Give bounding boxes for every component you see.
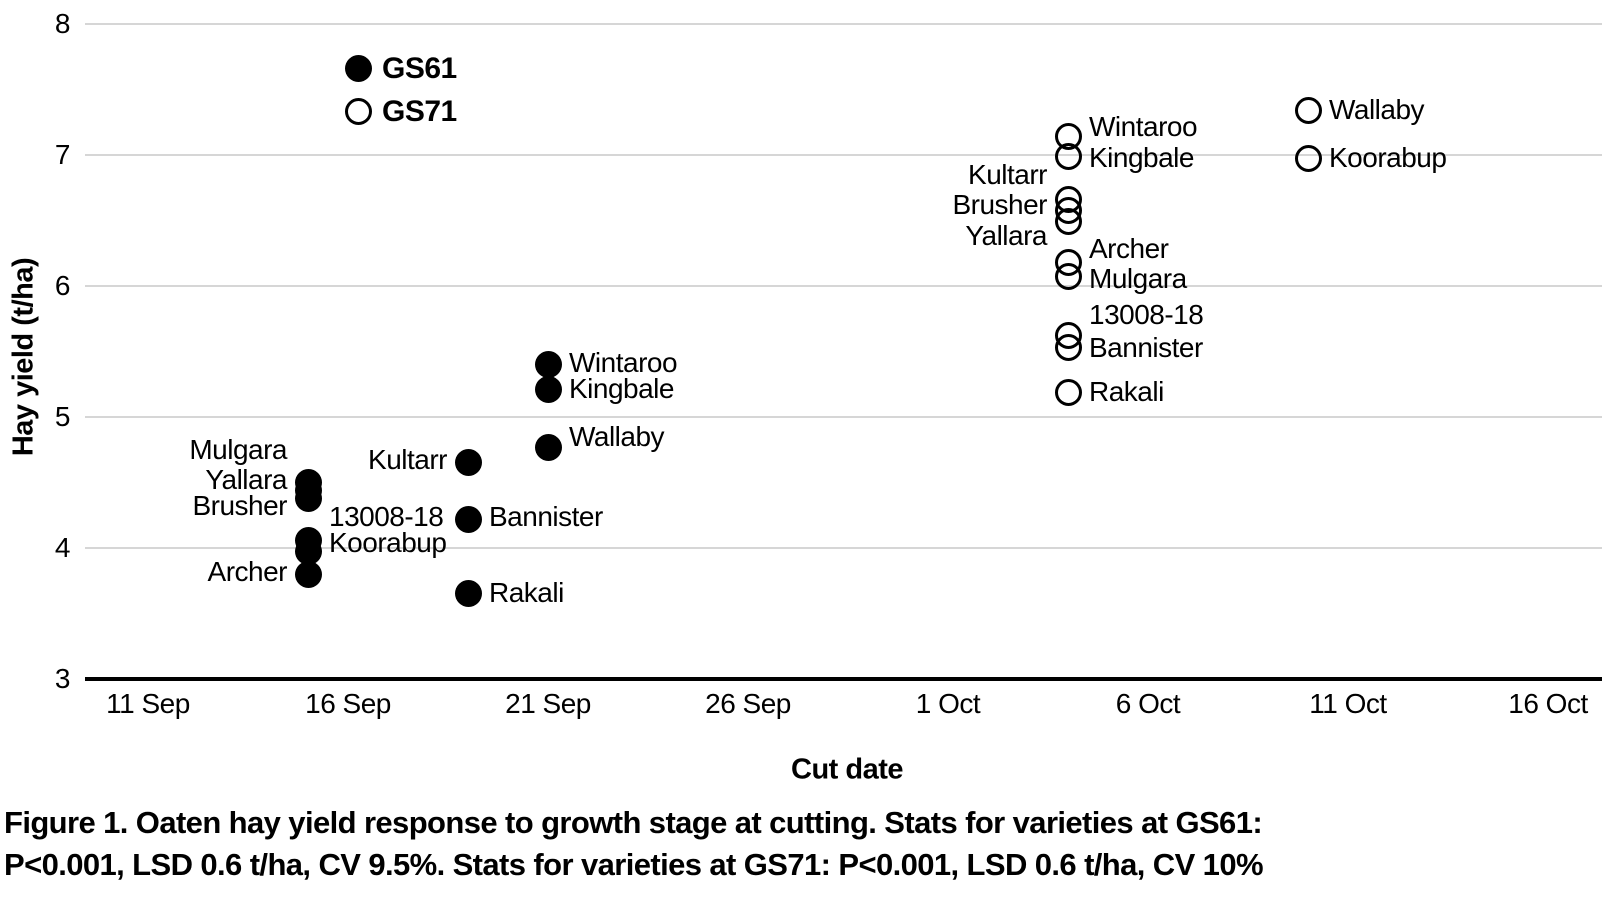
x-axis-title: Cut date <box>791 753 904 786</box>
data-point-label-gs71-wintaroo: Wintaroo <box>1089 111 1198 143</box>
data-point-label-gs61-kultarr: Kultarr <box>368 444 447 476</box>
x-tick-label-21-sep: 21 Sep <box>505 688 591 719</box>
x-tick-label-1-oct: 1 Oct <box>915 688 981 719</box>
caption-line-1: Figure 1. Oaten hay yield response to gr… <box>4 805 1263 840</box>
data-point-gs71-koorabup <box>1294 145 1322 173</box>
legend-marker-gs61 <box>344 55 372 83</box>
data-point-label-gs61-archer: Archer <box>207 555 288 587</box>
y-tick-label-6: 6 <box>54 270 71 301</box>
data-point-label-gs61-wintaroo: Wintaroo <box>569 347 678 379</box>
data-point-label-gs71-wallaby: Wallaby <box>1329 94 1425 126</box>
legend-label-gs71: GS71 <box>382 94 457 128</box>
y-tick-label-4: 4 <box>54 532 71 563</box>
data-point-gs61-kingbale <box>534 375 562 403</box>
data-point-label-gs71-kingbale: Kingbale <box>1089 141 1194 173</box>
y-tick-label-7: 7 <box>54 139 71 170</box>
data-point-gs61-rakali <box>454 580 482 608</box>
data-point-gs71-yallara <box>1054 208 1082 236</box>
data-point-label-gs61-bannister: Bannister <box>489 500 603 532</box>
data-point-label-gs61-brusher: Brusher <box>192 490 287 522</box>
data-point-gs61-wallaby <box>534 433 562 461</box>
legend-marker-gs71 <box>344 98 372 126</box>
data-point-label-gs71-archer: Archer <box>1089 233 1169 265</box>
data-point-gs61-wintaroo <box>534 351 562 379</box>
data-point-label-gs61-kingbale: Kingbale <box>569 373 674 405</box>
y-tick-label-5: 5 <box>54 401 71 432</box>
y-tick-label-8: 8 <box>54 8 71 39</box>
figure-caption: Figure 1. Oaten hay yield response to gr… <box>4 802 1604 886</box>
x-tick-label-11-oct: 11 Oct <box>1309 688 1387 719</box>
data-point-label-gs61-yallara: Yallara <box>205 463 287 495</box>
data-point-gs71-mulgara <box>1054 263 1082 291</box>
gridline-y-8 <box>85 23 1602 25</box>
data-point-label-gs71-koorabup: Koorabup <box>1329 141 1447 173</box>
data-point-label-gs71-bannister: Bannister <box>1089 331 1203 363</box>
data-point-label-gs71-13008-18: 13008-18 <box>1089 298 1204 330</box>
data-point-label-gs71-mulgara: Mulgara <box>1089 263 1187 295</box>
x-tick-label-11-sep: 11 Sep <box>106 688 190 719</box>
data-point-label-gs61-rakali: Rakali <box>489 576 564 608</box>
x-axis-line <box>85 677 1602 681</box>
caption-line-2: P<0.001, LSD 0.6 t/ha, CV 9.5%. Stats fo… <box>4 847 1264 882</box>
data-point-label-gs61-13008-18: 13008-18 <box>329 500 444 532</box>
data-point-label-gs61-mulgara: Mulgara <box>189 433 287 465</box>
gridline-y-4 <box>85 547 1602 549</box>
x-tick-label-16-oct: 16 Oct <box>1508 688 1588 719</box>
x-tick-label-26-sep: 26 Sep <box>705 688 791 719</box>
gridline-y-5 <box>85 416 1602 418</box>
data-point-gs71-bannister <box>1054 334 1082 362</box>
x-tick-label-6-oct: 6 Oct <box>1115 688 1181 719</box>
data-point-gs71-kingbale <box>1054 142 1082 170</box>
data-point-gs71-rakali <box>1054 378 1082 406</box>
data-point-label-gs71-brusher: Brusher <box>952 188 1047 220</box>
data-point-label-gs71-kultarr: Kultarr <box>968 158 1047 190</box>
legend-label-gs61: GS61 <box>382 51 457 85</box>
data-point-label-gs71-rakali: Rakali <box>1089 376 1164 408</box>
gridline-y-7 <box>85 154 1602 156</box>
data-point-gs61-kultarr <box>454 449 482 477</box>
data-point-label-gs61-koorabup: Koorabup <box>329 526 447 558</box>
data-point-label-gs71-yallara: Yallara <box>965 220 1047 252</box>
data-point-gs61-archer <box>294 560 322 588</box>
data-point-gs61-bannister <box>454 505 482 533</box>
gridline-y-6 <box>85 285 1602 287</box>
data-point-gs71-wallaby <box>1294 96 1322 124</box>
y-tick-label-3: 3 <box>54 663 71 694</box>
data-point-label-gs61-wallaby: Wallaby <box>569 420 665 452</box>
x-tick-label-16-sep: 16 Sep <box>305 688 391 719</box>
data-point-gs61-brusher <box>294 484 322 512</box>
